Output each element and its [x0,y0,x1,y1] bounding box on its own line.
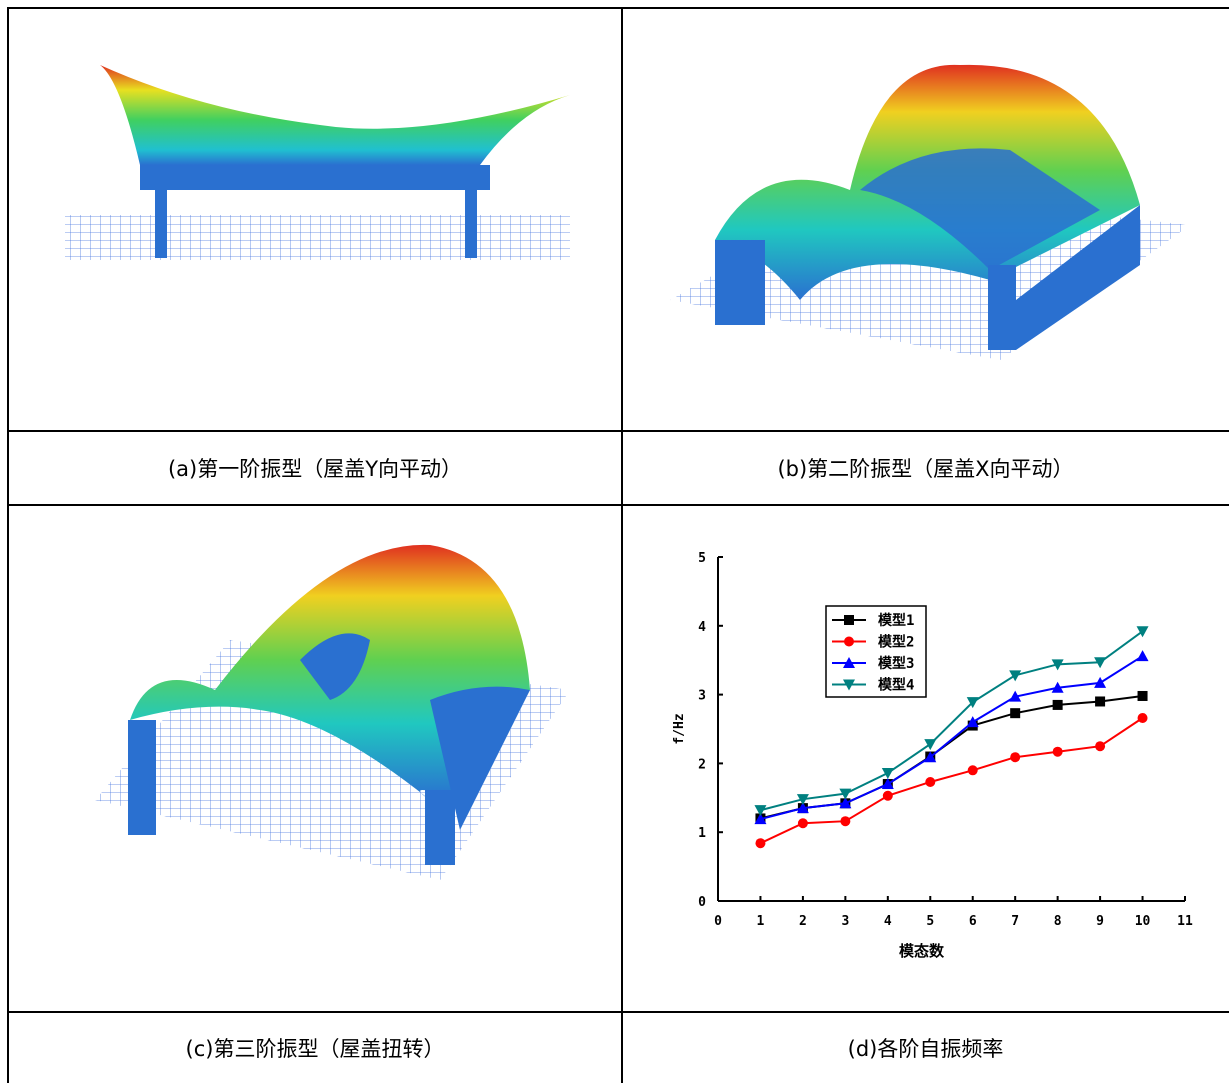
x-tick-label: 9 [1096,914,1104,929]
marker [1010,752,1020,762]
x-tick-label: 6 [969,914,977,929]
figure: 0 1 2 3 4 5 6 7 8 9 10 11 0 1 2 3 4 5 模态数 f/Hz 模型1 模型2 模型3 模型4 [0,0,1229,1083]
caption: (d)各阶自振频率 [622,1012,1229,1083]
marker [1095,696,1105,706]
y-tick-label: 0 [698,895,706,910]
x-axis-label: 模态数 [899,942,945,960]
legend-marker [844,637,854,647]
caption: (c)第三阶振型（屋盖扭转） [8,1012,622,1083]
mode-shape-a [65,65,570,260]
series-line [760,696,1142,818]
x-tick-label: 1 [757,914,765,929]
legend-label: 模型4 [878,677,914,694]
marker [1138,691,1148,701]
frequency-chart: 0 1 2 3 4 5 6 7 8 9 10 11 0 1 2 3 4 5 模态数 f/Hz 模型1 模型2 模型3 模型4 [672,551,1193,960]
marker [1010,708,1020,718]
legend-marker [844,615,854,625]
marker [924,739,936,750]
x-tick-label: 0 [714,914,722,929]
y-tick-label: 3 [698,689,706,704]
marker [1137,626,1149,637]
x-tick-label: 4 [884,914,892,929]
x-tick-label: 5 [926,914,934,929]
x-tick-label: 10 [1135,914,1151,929]
marker [1137,650,1149,661]
x-tick-label: 8 [1054,914,1062,929]
marker [925,777,935,787]
y-tick-label: 1 [698,826,706,841]
marker [755,838,765,848]
x-tick-label: 2 [799,914,807,929]
series-line [760,656,1142,819]
marker [882,768,894,779]
caption: (b)第二阶振型（屋盖X向平动） [622,431,1229,505]
marker [1095,741,1105,751]
legend-label: 模型1 [878,612,914,629]
marker [798,818,808,828]
marker [1009,670,1021,681]
marker [1053,747,1063,757]
x-tick-label: 11 [1177,914,1193,929]
page: {"captions": ["(a)第一阶振型（屋盖Y向平动）", "(b)第二… [0,0,1229,1083]
marker [840,816,850,826]
series-line [760,718,1142,843]
series-line [760,631,1142,810]
x-tick-label: 3 [841,914,849,929]
x-tick-label: 7 [1011,914,1019,929]
marker [1053,700,1063,710]
caption: (a)第一阶振型（屋盖Y向平动） [8,431,622,505]
y-axis-label: f/Hz [672,713,687,744]
y-tick-label: 2 [698,757,706,772]
marker [1138,713,1148,723]
legend-label: 模型2 [878,634,914,651]
legend-label: 模型3 [878,655,914,672]
marker [968,765,978,775]
mode-shape-c [95,545,570,880]
mode-shape-b [670,65,1190,360]
y-tick-label: 4 [698,620,706,635]
marker [883,791,893,801]
y-tick-label: 5 [698,551,706,566]
